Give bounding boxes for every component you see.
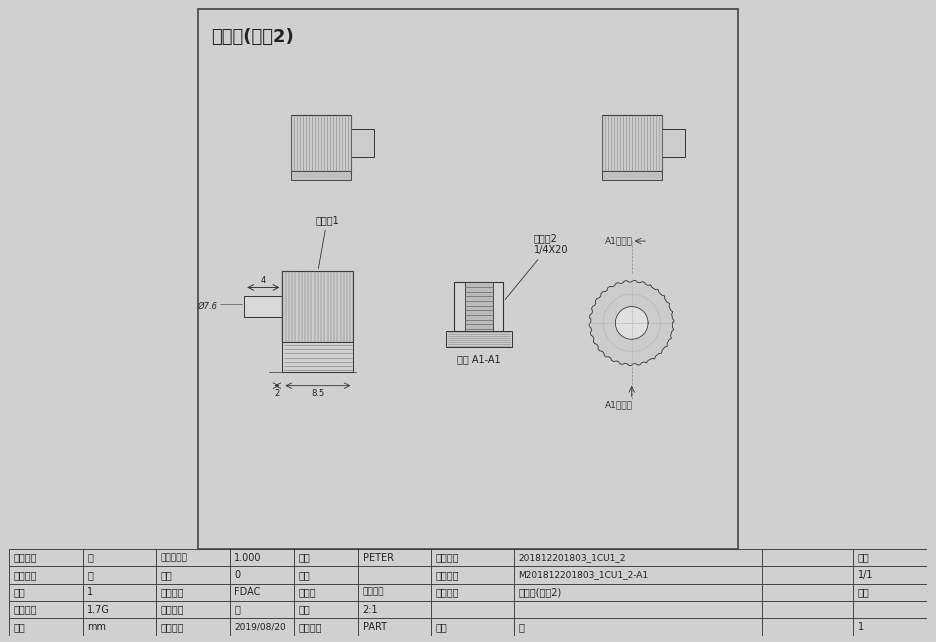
- Bar: [283, 271, 354, 342]
- Text: 加工處1: 加工處1: [315, 214, 339, 268]
- Text: 規格: 規格: [436, 622, 447, 632]
- Text: 4: 4: [261, 275, 266, 285]
- Text: 模具收縮率: 模具收縮率: [161, 553, 187, 562]
- Polygon shape: [615, 307, 648, 339]
- Text: 加工處2
1/4X20: 加工處2 1/4X20: [505, 233, 568, 299]
- Text: 零件編號: 零件編號: [436, 553, 460, 562]
- Text: 模穴: 模穴: [161, 570, 172, 580]
- Text: 2019/08/20: 2019/08/20: [234, 622, 285, 632]
- Polygon shape: [589, 281, 674, 365]
- Text: 頁次: 頁次: [858, 553, 870, 562]
- Text: 截面 A1-A1: 截面 A1-A1: [457, 354, 501, 364]
- Text: 比例: 比例: [299, 605, 310, 614]
- Bar: [662, 129, 685, 157]
- Text: 零件重量: 零件重量: [14, 605, 37, 614]
- Text: A1剖視圖: A1剖視圖: [605, 400, 633, 410]
- Text: 版次: 版次: [858, 587, 870, 597]
- Bar: [446, 331, 512, 347]
- Text: 鋁螺母(加工2): 鋁螺母(加工2): [212, 28, 294, 46]
- Text: 1/1: 1/1: [858, 570, 873, 580]
- Text: 審核: 審核: [299, 570, 310, 580]
- Text: 模具編號: 模具編號: [436, 570, 460, 580]
- Text: 表面處理: 表面處理: [14, 570, 37, 580]
- Text: 圖面類型: 圖面類型: [299, 622, 322, 632]
- Text: 8.5: 8.5: [312, 389, 325, 398]
- Bar: [602, 115, 662, 171]
- Text: 2: 2: [274, 389, 280, 398]
- Bar: [290, 115, 351, 171]
- Text: Ø7.6: Ø7.6: [197, 302, 217, 311]
- Text: 鋁螺母(加工2): 鋁螺母(加工2): [519, 587, 562, 597]
- Text: 第三角法: 第三角法: [362, 587, 384, 597]
- Text: 無: 無: [234, 605, 240, 614]
- Text: mm: mm: [87, 622, 107, 632]
- Text: PETER: PETER: [362, 553, 393, 562]
- Text: 模仁材質: 模仁材質: [161, 587, 184, 597]
- Text: 0: 0: [234, 570, 241, 580]
- Bar: [454, 282, 504, 331]
- Text: PART: PART: [362, 622, 387, 632]
- Text: 製造單位: 製造單位: [161, 605, 184, 614]
- Bar: [351, 129, 374, 157]
- Text: 零件材質: 零件材質: [14, 553, 37, 562]
- Text: 單位: 單位: [14, 622, 25, 632]
- Text: 1: 1: [87, 587, 94, 597]
- Bar: [283, 342, 354, 372]
- Text: 零件名稱: 零件名稱: [436, 587, 460, 597]
- Text: 數量: 數量: [14, 587, 25, 597]
- Text: M201812201803_1CU1_2-A1: M201812201803_1CU1_2-A1: [519, 570, 649, 580]
- Bar: [244, 295, 283, 317]
- Text: 無: 無: [87, 570, 94, 580]
- Text: 1.000: 1.000: [234, 553, 261, 562]
- Text: A1剖視圖: A1剖視圖: [605, 236, 633, 246]
- Text: 無: 無: [519, 622, 524, 632]
- Text: 201812201803_1CU1_2: 201812201803_1CU1_2: [519, 553, 626, 562]
- Bar: [290, 171, 351, 180]
- Text: 2:1: 2:1: [362, 605, 378, 614]
- Bar: [465, 282, 492, 331]
- Text: 1.7G: 1.7G: [87, 605, 110, 614]
- Text: 繪圖: 繪圖: [299, 553, 310, 562]
- Text: 鋁: 鋁: [87, 553, 94, 562]
- Text: 投影法: 投影法: [299, 587, 316, 597]
- Text: 出圖日期: 出圖日期: [161, 622, 184, 632]
- Bar: [602, 171, 662, 180]
- Text: 1: 1: [858, 622, 864, 632]
- Text: FDAC: FDAC: [234, 587, 260, 597]
